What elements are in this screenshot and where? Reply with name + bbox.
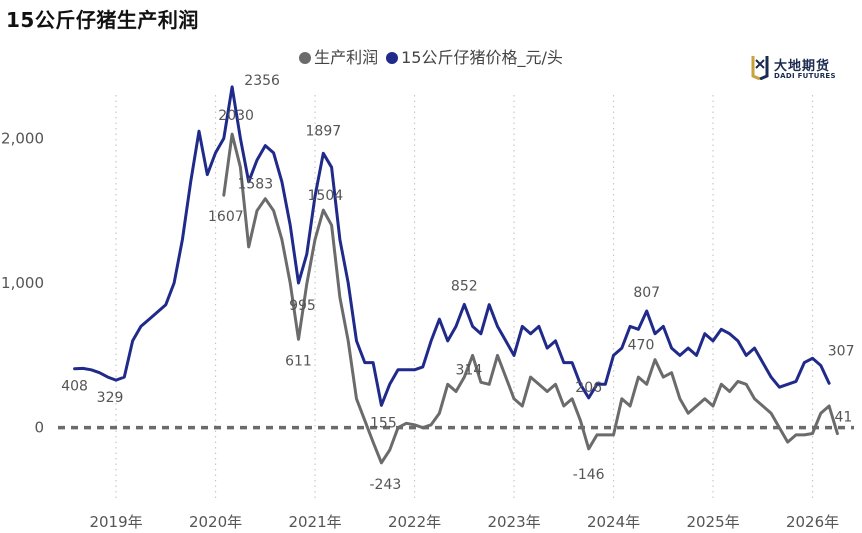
data-label: 995 [289,298,316,314]
chart-title: 15公斤仔猪生产利润 [6,8,199,32]
data-label: -146 [573,467,605,483]
y-tick-label: 0 [34,419,44,437]
logo-text-cn: 大地期货 [774,59,831,74]
data-label: 155 [370,415,397,431]
data-label: 41 [835,410,853,426]
dadi-futures-logo: 大地期货 DADI FUTURES [750,54,850,84]
legend-label: 生产利润 [314,48,379,67]
data-label: 408 [61,379,88,395]
logo-text-en: DADI FUTURES [774,72,836,80]
data-label: 1607 [208,209,244,225]
legend-item: 生产利润 [299,44,378,68]
series-line-1 [222,132,839,465]
legend-label: 15公斤仔猪价格_元/头 [401,48,563,67]
data-label: 1897 [306,123,342,139]
data-label: 314 [456,362,483,378]
y-tick-label: 2,000 [1,129,44,147]
data-label: -243 [369,477,401,493]
x-tick-label: 2024年 [587,513,640,531]
y-tick-label: 1,000 [1,274,44,292]
data-label: 2030 [218,108,254,124]
data-label: 206 [575,380,602,396]
data-label: 1504 [308,188,344,204]
dadi-logo-icon [751,56,769,80]
legend-dot-icon [299,52,312,64]
x-tick-label: 2026年 [786,513,839,531]
data-label: 807 [633,285,660,301]
legend-dot-icon [386,52,399,64]
data-label: 329 [97,390,124,406]
data-label: 1583 [237,177,273,193]
data-label: 307 [828,343,855,359]
legend: 生产利润 15公斤仔猪价格_元/头 [0,44,862,68]
data-label: 852 [451,278,478,294]
legend-item: 15公斤仔猪价格_元/头 [386,44,563,68]
data-label: 2356 [244,73,280,89]
data-label: 470 [628,338,655,354]
series-line-2 [73,85,831,407]
x-tick-label: 2023年 [487,513,540,531]
x-tick-label: 2019年 [89,513,142,531]
x-tick-label: 2020年 [189,513,242,531]
data-label: 611 [285,353,312,369]
x-tick-label: 2021年 [288,513,341,531]
x-tick-label: 2025年 [686,513,739,531]
x-tick-label: 2022年 [388,513,441,531]
